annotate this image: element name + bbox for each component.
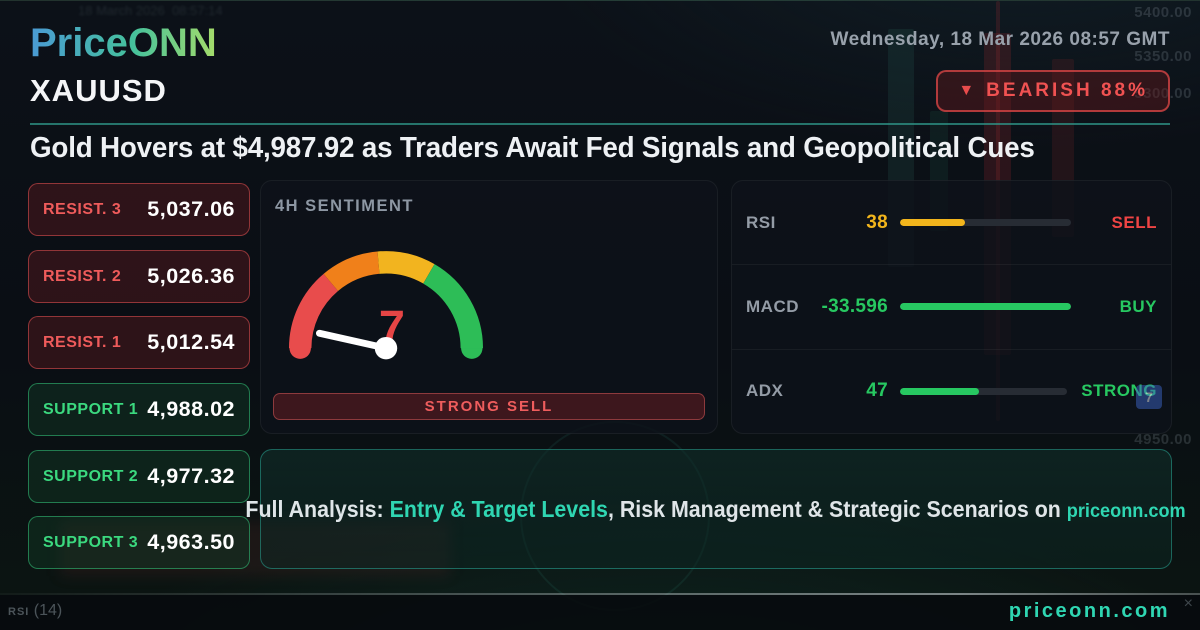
watermark-rsi-label: RSI <box>8 606 30 618</box>
level-value: 4,963.50 <box>147 530 235 554</box>
indicator-value: 47 <box>866 380 888 402</box>
indicator-bar-track <box>900 219 1071 227</box>
level-label: RESIST. 2 <box>43 267 122 285</box>
indicator-bar-track <box>900 387 1068 395</box>
level-value: 5,012.54 <box>147 330 235 354</box>
resistance-level-3: RESIST. 3 5,037.06 <box>28 183 250 236</box>
indicator-row-macd: MACD -33.596 BUY <box>732 264 1171 348</box>
close-icon: × <box>1183 595 1193 612</box>
cta-prefix: Full Analysis: <box>245 495 391 522</box>
indicator-name: MACD <box>746 296 799 316</box>
resistance-level-1: RESIST. 1 5,012.54 <box>28 316 250 369</box>
indicator-signal: BUY <box>1119 296 1157 316</box>
indicator-row-adx: ADX 47 STRONG <box>732 348 1171 433</box>
indicator-name: RSI <box>746 212 776 232</box>
gauge-arc-amber <box>377 251 435 284</box>
level-value: 5,037.06 <box>147 197 235 221</box>
level-value: 4,988.02 <box>147 397 235 421</box>
axis-price-label: 4950.00 <box>1134 431 1192 448</box>
header-divider <box>30 123 1170 125</box>
resistance-level-2: RESIST. 2 5,026.36 <box>28 250 250 303</box>
chart-watermark: RSI (14) <box>8 602 62 620</box>
support-level-3: SUPPORT 3 4,963.50 <box>28 516 250 569</box>
down-triangle-icon: ▼ <box>958 82 975 99</box>
indicators-panel: RSI 38 SELL MACD -33.596 BUY ADX 47 STRO… <box>731 180 1172 434</box>
cta-text: Full Analysis: Entry & Target Levels, Ri… <box>246 496 1186 523</box>
report-datetime: Wednesday, 18 Mar 2026 08:57 GMT <box>830 29 1170 50</box>
instrument-symbol: XAUUSD <box>30 73 167 108</box>
website-link[interactable]: priceonn.com <box>1008 600 1170 622</box>
indicator-name: ADX <box>746 381 784 401</box>
gauge-needle <box>315 329 390 352</box>
axis-price-label: 5350.00 <box>1134 48 1192 65</box>
level-label: SUPPORT 2 <box>43 467 139 485</box>
indicator-bar-fill <box>900 303 1071 311</box>
headline: Gold Hovers at $4,987.92 as Traders Awai… <box>30 132 1035 164</box>
indicator-bar-track <box>900 303 1071 311</box>
cta-link-entry-targets[interactable]: Entry & Target Levels <box>390 495 609 522</box>
support-level-1: SUPPORT 1 4,988.02 <box>28 383 250 436</box>
indicator-value: 38 <box>866 211 888 233</box>
axis-price-label: 5300.00 <box>1134 85 1192 102</box>
gauge-hub <box>374 336 398 360</box>
cta-panel: Full Analysis: Entry & Target Levels, Ri… <box>246 449 1186 569</box>
footer-divider <box>0 593 1200 595</box>
sentiment-panel: 4H SENTIMENT 7 STRONG SELL <box>260 180 718 434</box>
indicator-signal: SELL <box>1111 212 1157 232</box>
sentiment-verdict-pill: STRONG SELL <box>273 393 705 420</box>
level-value: 4,977.32 <box>147 464 235 488</box>
indicator-value: -33.596 <box>821 295 888 317</box>
indicator-bar-fill <box>900 387 979 395</box>
cta-middle: , Risk Management & Strategic Scenarios … <box>608 495 1068 522</box>
level-label: SUPPORT 3 <box>43 533 139 551</box>
level-label: RESIST. 3 <box>43 200 122 218</box>
gauge-arc-green <box>422 264 484 349</box>
axis-price-tag: 7 <box>1136 385 1162 409</box>
signal-badge-label: BEARISH 88% <box>986 80 1148 101</box>
support-level-2: SUPPORT 2 4,977.32 <box>28 450 250 503</box>
indicator-bar-fill <box>900 219 965 227</box>
brand-logo: PriceONN <box>30 21 217 65</box>
gauge-arc-orange <box>323 251 380 292</box>
sentiment-title: 4H SENTIMENT <box>275 197 415 215</box>
level-label: SUPPORT 1 <box>43 400 139 418</box>
gauge-arc-red <box>288 273 339 349</box>
indicator-row-rsi: RSI 38 SELL <box>732 181 1171 264</box>
axis-price-label: 5400.00 <box>1134 4 1192 21</box>
watermark-rsi-period: (14) <box>33 602 63 619</box>
background-faint-datetime: 18 March 2026 08:57:14 <box>78 3 223 18</box>
cta-link-website[interactable]: priceonn.com <box>1067 499 1187 522</box>
level-label: RESIST. 1 <box>43 333 122 351</box>
sentiment-gauge: 7 <box>288 251 484 360</box>
footer: RSI (14) priceonn.com × <box>0 595 1200 630</box>
bearish-signal-badge: ▼ BEARISH 88% <box>936 70 1170 112</box>
level-value: 5,026.36 <box>147 264 235 288</box>
